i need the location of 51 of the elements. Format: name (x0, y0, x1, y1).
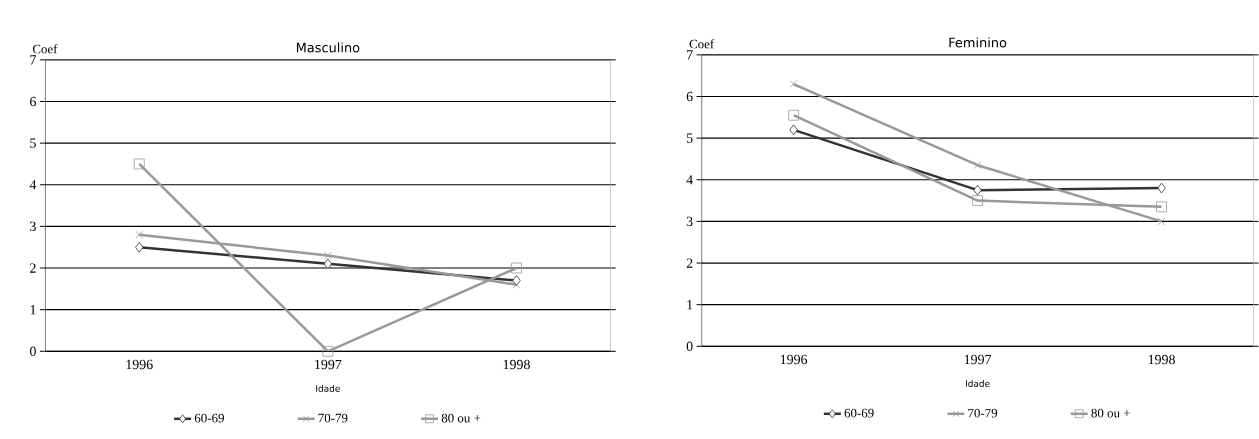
point (133, 158, 145, 170)
point (789, 80, 798, 88)
y-tick-label: 4 (29, 180, 37, 190)
y-tick-label: 6 (686, 91, 693, 102)
legend-label: 60-69 (844, 408, 874, 418)
y-tick-label: 6 (30, 96, 37, 107)
y-tick-label: 2 (686, 258, 693, 268)
x-axis-title: Idade (316, 384, 340, 392)
y-tick-label: 3 (30, 221, 36, 232)
y-tick-label: 5 (30, 138, 36, 148)
y-tick-label: 3 (686, 216, 693, 227)
x-tick-label: 1998 (503, 359, 530, 370)
y-axis-title: Coef (689, 39, 715, 49)
point (973, 161, 982, 170)
point (322, 345, 334, 357)
point (135, 230, 144, 239)
point (323, 251, 332, 260)
point (135, 241, 144, 253)
chart-title: Feminino (949, 37, 1007, 48)
point (323, 258, 332, 270)
legend-label: 60-69 (194, 413, 224, 423)
point (788, 109, 799, 121)
y-tick-label: 7 (30, 55, 37, 65)
point (512, 280, 521, 289)
x-tick-label: 1997 (315, 359, 342, 370)
x-tick-label: 1997 (964, 354, 992, 365)
point (972, 195, 983, 206)
y-tick-label: 0 (686, 341, 693, 351)
x-axis-title: Idade (965, 379, 990, 387)
point (511, 262, 522, 274)
y-axis-title: Coef (32, 44, 58, 54)
y-tick-label: 5 (686, 133, 693, 143)
point (789, 124, 798, 136)
legend-label: 70-79 (968, 408, 998, 418)
y-tick-label: 2 (30, 263, 36, 273)
point (973, 184, 982, 196)
chart-title: Masculino (296, 42, 360, 53)
legend-label: 80 ou + (441, 413, 481, 423)
y-tick-label: 1 (30, 305, 36, 315)
x-tick-label: 1996 (780, 354, 808, 365)
y-tick-label: 4 (686, 175, 693, 185)
y-tick-label: 1 (687, 300, 693, 310)
y-tick-label: 0 (29, 346, 36, 356)
point (1157, 217, 1166, 226)
legend-label: 80 ou + (1091, 408, 1130, 418)
legend-label: 70-79 (318, 413, 348, 423)
point (1156, 201, 1167, 213)
x-tick-label: 1996 (126, 359, 153, 370)
y-tick-label: 7 (687, 50, 693, 60)
x-tick-label: 1998 (1148, 354, 1175, 365)
point (1157, 182, 1166, 194)
